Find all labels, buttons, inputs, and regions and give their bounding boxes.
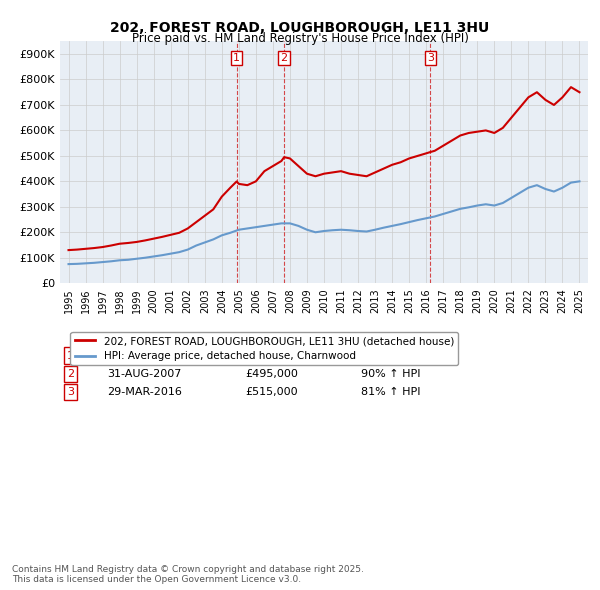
Text: 2: 2 — [281, 53, 288, 63]
Text: Contains HM Land Registry data © Crown copyright and database right 2025.
This d: Contains HM Land Registry data © Crown c… — [12, 565, 364, 584]
Text: 1: 1 — [67, 351, 74, 360]
Text: Price paid vs. HM Land Registry's House Price Index (HPI): Price paid vs. HM Land Registry's House … — [131, 32, 469, 45]
Text: £515,000: £515,000 — [245, 387, 298, 397]
Text: 12-NOV-2004: 12-NOV-2004 — [107, 351, 182, 360]
Text: 29-MAR-2016: 29-MAR-2016 — [107, 387, 182, 397]
Text: 31-AUG-2007: 31-AUG-2007 — [107, 369, 182, 379]
Text: 81% ↑ HPI: 81% ↑ HPI — [361, 387, 421, 397]
Text: 69% ↑ HPI: 69% ↑ HPI — [361, 351, 421, 360]
Text: 3: 3 — [67, 387, 74, 397]
Text: 2: 2 — [67, 369, 74, 379]
Text: £495,000: £495,000 — [245, 369, 298, 379]
Legend: 202, FOREST ROAD, LOUGHBOROUGH, LE11 3HU (detached house), HPI: Average price, d: 202, FOREST ROAD, LOUGHBOROUGH, LE11 3HU… — [70, 332, 458, 365]
Text: £399,500: £399,500 — [245, 351, 298, 360]
Text: 202, FOREST ROAD, LOUGHBOROUGH, LE11 3HU: 202, FOREST ROAD, LOUGHBOROUGH, LE11 3HU — [110, 21, 490, 35]
Text: 1: 1 — [233, 53, 240, 63]
Text: 90% ↑ HPI: 90% ↑ HPI — [361, 369, 421, 379]
Text: 3: 3 — [427, 53, 434, 63]
